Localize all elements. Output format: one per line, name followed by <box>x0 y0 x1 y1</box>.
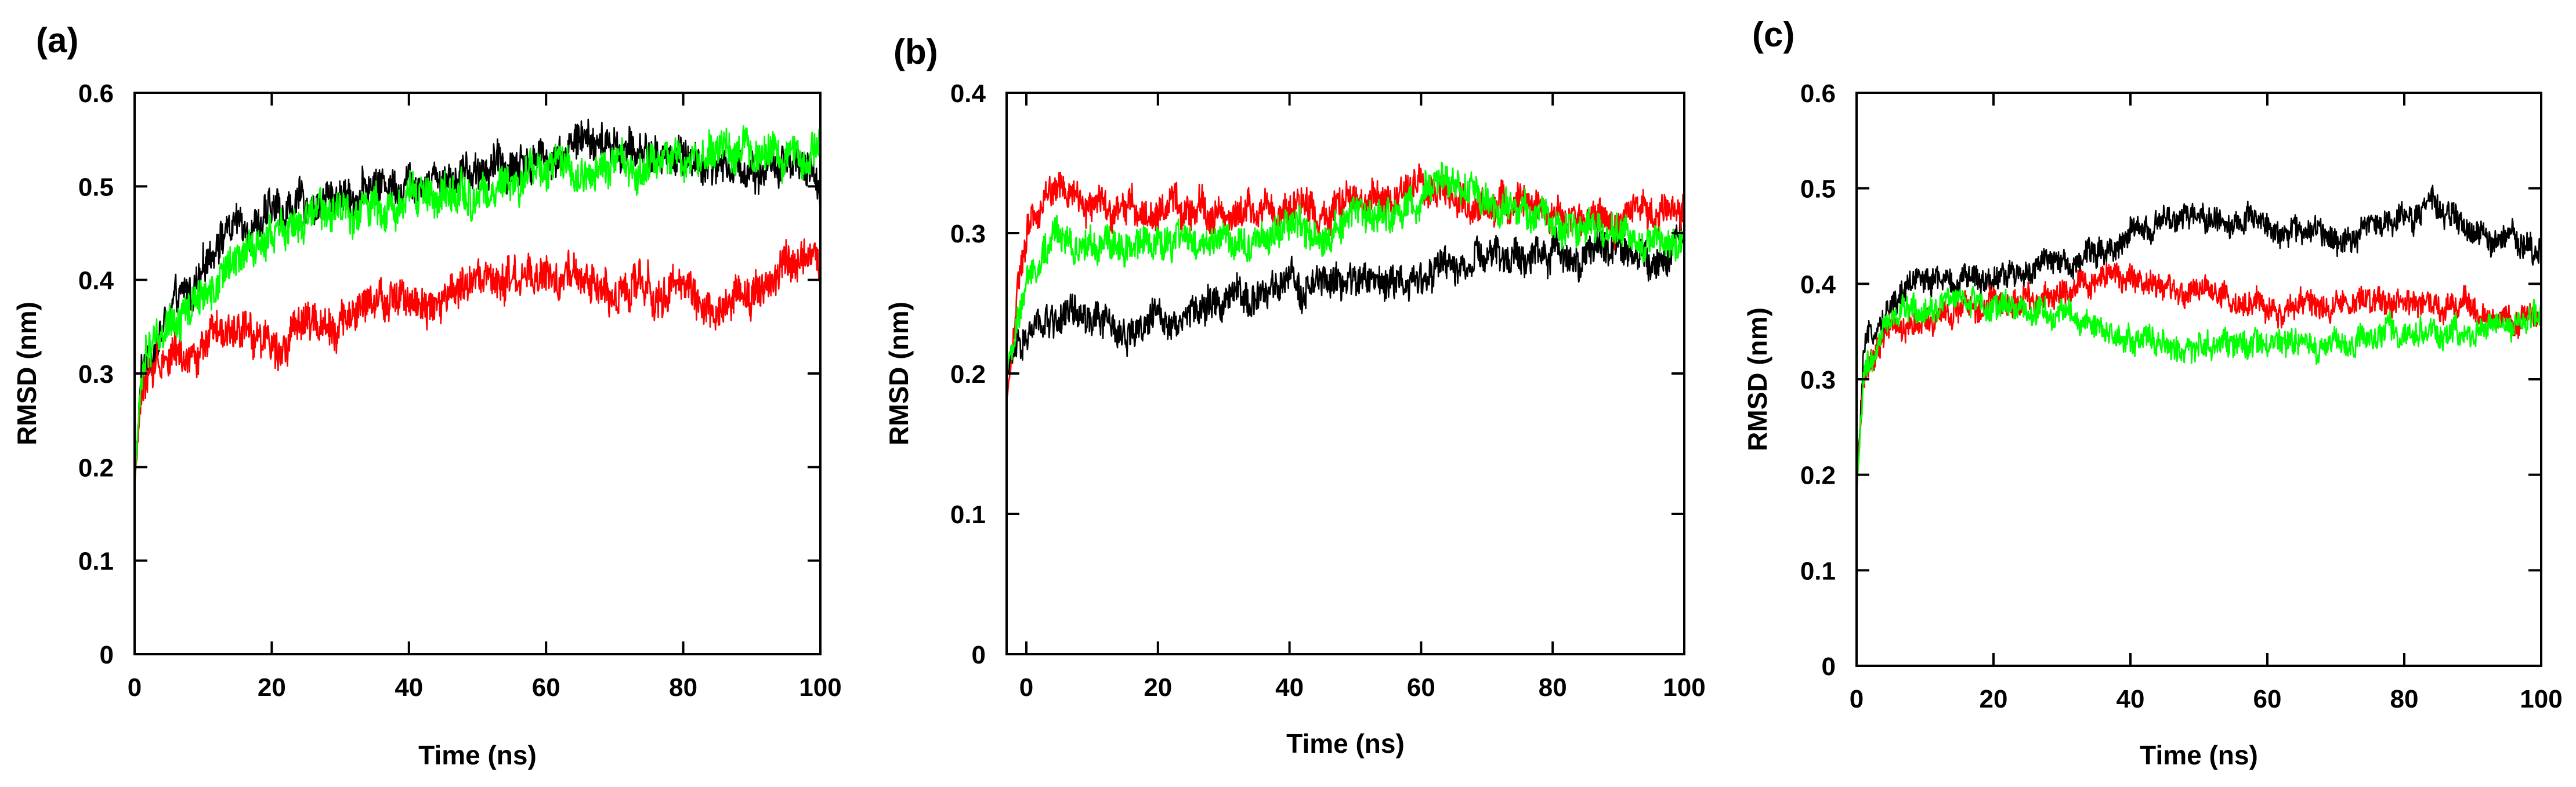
y-tick-label: 0 <box>972 641 986 669</box>
series-black-line <box>1007 216 1684 375</box>
y-tick-label: 0.3 <box>78 360 114 389</box>
x-tick-label: 40 <box>395 673 423 702</box>
y-tick-label: 0.4 <box>78 267 114 295</box>
y-tick-label: 0.3 <box>1800 366 1836 394</box>
plot-frame <box>1005 92 1685 655</box>
x-tick-label: 0 <box>1019 673 1033 702</box>
x-tick-label: 80 <box>669 673 697 702</box>
x-tick-label: 40 <box>2116 685 2145 713</box>
y-tick-label: 0.2 <box>1800 462 1836 490</box>
plot-frame <box>1855 92 2542 667</box>
series-green-line <box>1007 161 1684 374</box>
x-axis-title: Time (ns) <box>418 740 537 770</box>
y-tick-label: 0.6 <box>1800 79 1836 108</box>
series-group <box>1857 184 2541 494</box>
y-tick-label: 0.1 <box>78 547 114 576</box>
panel-label: (a) <box>36 21 78 60</box>
panel-label: (c) <box>1752 15 1794 54</box>
series-black-line <box>135 118 820 486</box>
x-tick-label: 60 <box>1407 673 1435 702</box>
panel-b: 0 0.1 0.2 0.3 0.4 0 20 40 60 80 100 Time (ns) RMSD (… <box>884 32 1706 759</box>
series-red-line <box>135 238 820 486</box>
y-tick-label: 0.1 <box>1800 557 1836 585</box>
series-red-line <box>1857 262 2541 494</box>
y-axis-title: RMSD (nm) <box>12 302 42 445</box>
y-tick-label: 0.4 <box>1800 270 1836 299</box>
x-tick-label: 20 <box>1980 685 2008 713</box>
panel-label: (b) <box>893 32 938 71</box>
x-tick-label: 20 <box>258 673 286 702</box>
y-tick-label: 0.5 <box>78 173 114 201</box>
y-tick-label: 0.1 <box>950 501 986 529</box>
x-tick-label: 100 <box>2520 685 2562 713</box>
series-group <box>135 118 820 486</box>
y-tick-label: 0.4 <box>950 79 986 108</box>
panel-c: 0 0.1 0.2 0.3 0.4 0.5 0.6 0 20 40 60 80 100 Time (ns)… <box>1742 15 2563 770</box>
panel-a: 0 0.1 0.2 0.3 0.4 0.5 0.6 0 20 40 60 80 100 Time (ns)… <box>12 21 842 770</box>
x-tick-label: 20 <box>1144 673 1172 702</box>
y-tick-label: 0.2 <box>950 360 986 389</box>
series-green-line <box>135 125 820 486</box>
y-axis-title: RMSD (nm) <box>884 302 914 445</box>
x-tick-label: 0 <box>1850 685 1864 713</box>
y-tick-label: 0.5 <box>1800 175 1836 204</box>
x-tick-label: 100 <box>1663 673 1705 702</box>
x-tick-label: 80 <box>2390 685 2419 713</box>
x-axis-title: Time (ns) <box>1286 728 1405 759</box>
x-tick-label: 60 <box>532 673 560 702</box>
x-tick-label: 40 <box>1275 673 1304 702</box>
x-tick-label: 0 <box>128 673 142 702</box>
x-tick-label: 80 <box>1539 673 1567 702</box>
series-group <box>1007 161 1684 402</box>
y-tick-label: 0 <box>1822 652 1836 681</box>
x-tick-label: 100 <box>799 673 841 702</box>
x-axis-title: Time (ns) <box>2140 740 2258 770</box>
series-green-line <box>1857 285 2541 494</box>
x-tick-label: 60 <box>2253 685 2282 713</box>
y-tick-label: 0.2 <box>78 454 114 482</box>
y-axis-title: RMSD (nm) <box>1742 307 1772 451</box>
series-black-line <box>1857 184 2541 494</box>
y-tick-label: 0 <box>100 641 114 669</box>
y-tick-label: 0.3 <box>950 220 986 248</box>
y-tick-label: 0.6 <box>78 79 114 108</box>
